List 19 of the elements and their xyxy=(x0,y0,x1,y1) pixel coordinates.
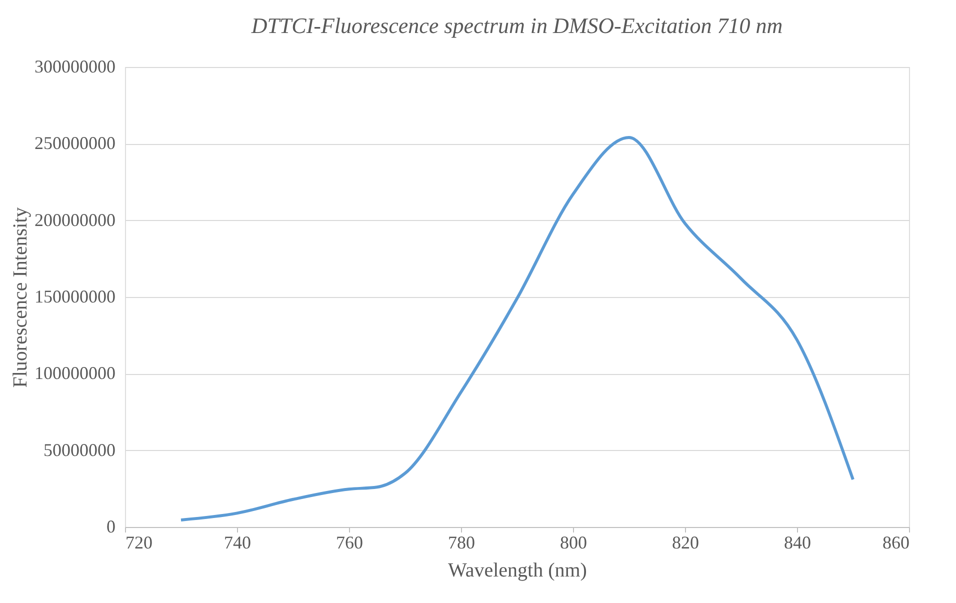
y-tick-label: 50000000 xyxy=(44,440,116,460)
y-tick-label: 0 xyxy=(106,516,116,536)
x-tick-label: 840 xyxy=(784,532,811,552)
x-tick-label: 800 xyxy=(560,532,587,552)
chart-title: DTTCI-Fluorescence spectrum in DMSO-Excitation 710 nm xyxy=(250,13,783,38)
y-tick-label: 150000000 xyxy=(34,286,116,306)
line-series xyxy=(180,136,854,522)
x-tick-label: 760 xyxy=(336,532,363,552)
x-axis-title: Wavelength (nm) xyxy=(448,560,587,582)
x-tick-label: 720 xyxy=(126,532,152,552)
y-axis-title: Fluorescence Intensity xyxy=(10,207,32,388)
y-tick-label: 100000000 xyxy=(34,363,116,384)
x-tick-label: 740 xyxy=(224,532,251,552)
y-tick-label: 200000000 xyxy=(34,210,116,230)
y-tick-label: 300000000 xyxy=(34,56,116,76)
y-tick-label: 250000000 xyxy=(34,133,116,154)
x-tick-label: 780 xyxy=(448,532,475,552)
x-tick-label: 860 xyxy=(882,532,910,552)
x-tick-label: 820 xyxy=(672,532,699,552)
